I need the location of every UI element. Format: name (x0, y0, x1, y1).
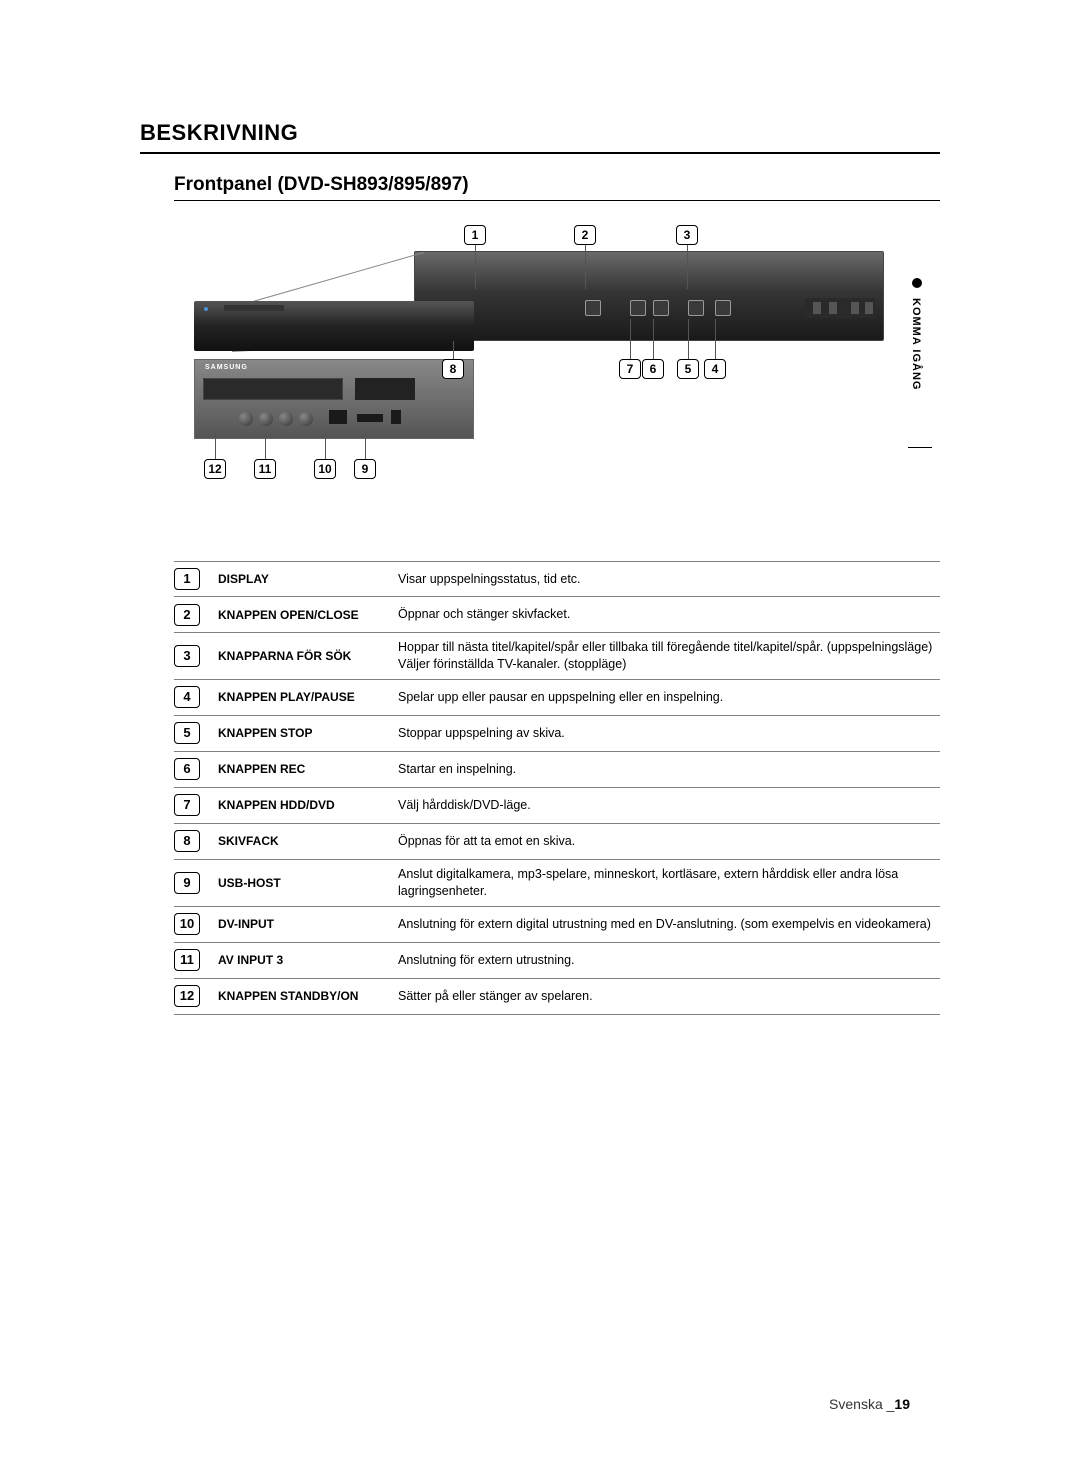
row-desc: Spelar upp eller pausar en uppspelning e… (398, 689, 940, 706)
page-footer: Svenska _19 (829, 1396, 910, 1412)
footer-language: Svenska _ (829, 1396, 894, 1412)
side-tab: KOMMA IGÅNG (908, 278, 932, 448)
callout-number: 12 (204, 459, 226, 479)
table-row: 8 SKIVFACKÖppnas för att ta emot en skiva… (174, 824, 940, 860)
table-row: 2 KNAPPEN OPEN/CLOSEÖppnar och stänger sk… (174, 597, 940, 633)
row-number: 1 (174, 568, 200, 590)
table-row: 3 KNAPPARNA FÖR SÖKHoppar till nästa tite… (174, 633, 940, 680)
table-row: 9 USB-HOSTAnslut digitalkamera, mp3-spela… (174, 860, 940, 907)
row-number: 6 (174, 758, 200, 780)
row-name: DISPLAY (218, 572, 398, 586)
row-name: KNAPPEN HDD/DVD (218, 798, 398, 812)
table-row: 4 KNAPPEN PLAY/PAUSESpelar upp eller paus… (174, 680, 940, 716)
row-number: 5 (174, 722, 200, 744)
row-desc: Anslut digitalkamera, mp3-spelare, minne… (398, 866, 940, 900)
row-desc: Anslutning för extern utrustning. (398, 952, 940, 969)
row-number: 2 (174, 604, 200, 626)
row-number: 7 (174, 794, 200, 816)
row-desc: Sätter på eller stänger av spelaren. (398, 988, 940, 1005)
front-panel-diagram: SAMSUNG 123 84567 9101112 (174, 231, 940, 491)
section-title: BESKRIVNING (140, 120, 940, 154)
row-name: KNAPPEN STANDBY/ON (218, 989, 398, 1003)
row-name: SKIVFACK (218, 834, 398, 848)
row-desc: Hoppar till nästa titel/kapitel/spår ell… (398, 639, 940, 673)
row-name: AV INPUT 3 (218, 953, 398, 967)
row-name: KNAPPEN STOP (218, 726, 398, 740)
device-body (194, 301, 474, 351)
row-desc: Anslutning för extern digital utrustning… (398, 916, 940, 933)
callout-number: 1 (464, 225, 486, 245)
row-number: 12 (174, 985, 200, 1007)
brand-label: SAMSUNG (205, 364, 248, 371)
row-number: 3 (174, 645, 200, 667)
callout-number: 6 (642, 359, 664, 379)
table-row: 5 KNAPPEN STOPStoppar uppspelning av skiv… (174, 716, 940, 752)
table-row: 11 AV INPUT 3Anslutning för extern utrust… (174, 943, 940, 979)
row-name: KNAPPEN PLAY/PAUSE (218, 690, 398, 704)
callout-number: 11 (254, 459, 276, 479)
callout-number: 10 (314, 459, 336, 479)
row-number: 11 (174, 949, 200, 971)
callout-number: 3 (676, 225, 698, 245)
row-number: 4 (174, 686, 200, 708)
side-tab-label: KOMMA IGÅNG (910, 298, 922, 390)
callout-number: 9 (354, 459, 376, 479)
table-row: 6 KNAPPEN RECStartar en inspelning. (174, 752, 940, 788)
row-name: USB-HOST (218, 876, 398, 890)
table-row: 1 DISPLAYVisar uppspelningsstatus, tid et… (174, 561, 940, 597)
row-desc: Stoppar uppspelning av skiva. (398, 725, 940, 742)
table-row: 7 KNAPPEN HDD/DVDVälj hårddisk/DVD-läge. (174, 788, 940, 824)
row-name: KNAPPEN OPEN/CLOSE (218, 608, 398, 622)
callout-number: 5 (677, 359, 699, 379)
row-number: 10 (174, 913, 200, 935)
row-name: KNAPPARNA FÖR SÖK (218, 649, 398, 663)
callout-number: 2 (574, 225, 596, 245)
table-row: 10 DV-INPUTAnslutning för extern digital … (174, 907, 940, 943)
row-desc: Visar uppspelningsstatus, tid etc. (398, 571, 940, 588)
row-desc: Startar en inspelning. (398, 761, 940, 778)
callout-number: 8 (442, 359, 464, 379)
row-desc: Välj hårddisk/DVD-läge. (398, 797, 940, 814)
subsection-title: Frontpanel (DVD-SH893/895/897) (174, 174, 940, 201)
row-number: 8 (174, 830, 200, 852)
callout-number: 7 (619, 359, 641, 379)
zoom-panel (414, 251, 884, 341)
row-desc: Öppnas för att ta emot en skiva. (398, 833, 940, 850)
footer-page: 19 (894, 1396, 910, 1412)
row-name: DV-INPUT (218, 917, 398, 931)
parts-table: 1 DISPLAYVisar uppspelningsstatus, tid et… (174, 561, 940, 1015)
row-desc: Öppnar och stänger skivfacket. (398, 606, 940, 623)
row-name: KNAPPEN REC (218, 762, 398, 776)
callout-number: 4 (704, 359, 726, 379)
device-front: SAMSUNG (194, 359, 474, 439)
row-number: 9 (174, 872, 200, 894)
table-row: 12 KNAPPEN STANDBY/ONSätter på eller stän… (174, 979, 940, 1015)
